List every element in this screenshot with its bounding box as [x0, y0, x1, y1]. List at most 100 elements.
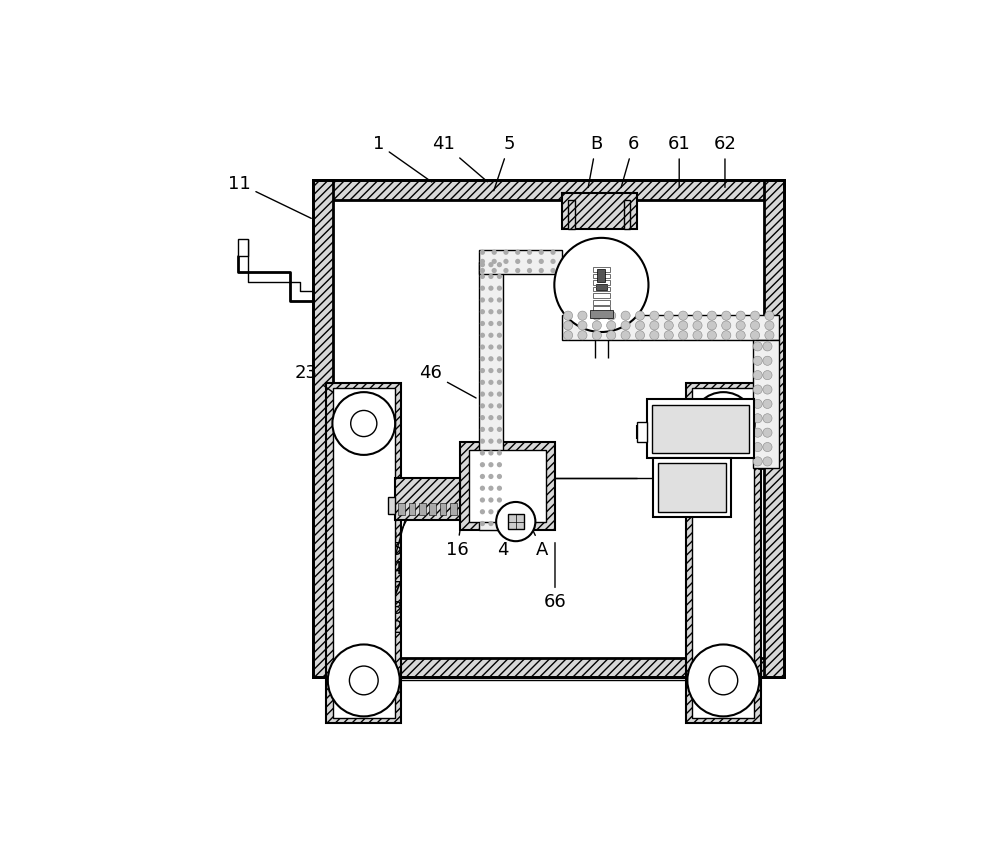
- Circle shape: [765, 311, 774, 320]
- Circle shape: [621, 331, 630, 340]
- Circle shape: [679, 331, 688, 340]
- Text: 17: 17: [380, 533, 403, 598]
- Circle shape: [488, 357, 494, 362]
- Circle shape: [753, 370, 762, 380]
- Bar: [647, 399, 754, 458]
- Circle shape: [709, 666, 738, 694]
- Circle shape: [527, 259, 532, 264]
- Circle shape: [497, 297, 502, 302]
- Text: 61: 61: [668, 135, 691, 188]
- Circle shape: [488, 262, 494, 267]
- Circle shape: [497, 462, 502, 467]
- Circle shape: [480, 285, 485, 291]
- Bar: [326, 383, 401, 723]
- Circle shape: [763, 457, 772, 466]
- Bar: [597, 268, 605, 282]
- Circle shape: [488, 297, 494, 302]
- Circle shape: [707, 311, 716, 320]
- Circle shape: [496, 502, 535, 541]
- Circle shape: [753, 357, 762, 365]
- Circle shape: [763, 442, 772, 452]
- Circle shape: [650, 321, 659, 330]
- Bar: [590, 310, 613, 318]
- Text: 16: 16: [446, 511, 468, 559]
- Circle shape: [736, 331, 745, 340]
- Bar: [419, 503, 426, 515]
- Circle shape: [480, 415, 485, 420]
- Circle shape: [488, 521, 494, 526]
- Text: 13: 13: [380, 549, 403, 617]
- Circle shape: [550, 250, 556, 255]
- Circle shape: [497, 345, 502, 350]
- Bar: [313, 180, 784, 678]
- Text: 11: 11: [228, 175, 311, 218]
- Circle shape: [480, 509, 485, 514]
- Text: 4: 4: [497, 524, 515, 559]
- Circle shape: [763, 428, 772, 437]
- Circle shape: [578, 311, 587, 320]
- Circle shape: [488, 285, 494, 291]
- Bar: [596, 284, 607, 290]
- Text: 41: 41: [432, 135, 488, 182]
- Circle shape: [480, 521, 485, 526]
- Bar: [568, 200, 575, 229]
- Circle shape: [710, 410, 736, 436]
- Bar: [562, 194, 637, 229]
- Circle shape: [650, 311, 659, 320]
- Circle shape: [488, 321, 494, 326]
- Circle shape: [664, 311, 673, 320]
- Circle shape: [592, 321, 601, 330]
- Circle shape: [488, 450, 494, 456]
- Circle shape: [497, 439, 502, 444]
- Circle shape: [328, 644, 400, 717]
- Circle shape: [527, 250, 532, 255]
- Circle shape: [480, 345, 485, 350]
- Circle shape: [497, 403, 502, 408]
- Circle shape: [497, 285, 502, 291]
- Bar: [652, 405, 749, 453]
- Text: 14: 14: [380, 520, 405, 578]
- Circle shape: [488, 415, 494, 420]
- Bar: [479, 250, 562, 274]
- Bar: [429, 503, 436, 515]
- Bar: [686, 383, 761, 723]
- Bar: [395, 498, 401, 517]
- Circle shape: [635, 331, 645, 340]
- Circle shape: [497, 509, 502, 514]
- Circle shape: [763, 399, 772, 408]
- Bar: [692, 388, 754, 717]
- Circle shape: [750, 321, 760, 330]
- Circle shape: [515, 259, 520, 264]
- Circle shape: [707, 321, 716, 330]
- Text: 12: 12: [373, 619, 403, 649]
- Circle shape: [480, 474, 485, 479]
- Bar: [313, 658, 784, 678]
- Circle shape: [480, 403, 485, 408]
- Bar: [593, 300, 610, 305]
- Circle shape: [763, 342, 772, 351]
- Circle shape: [488, 462, 494, 467]
- Bar: [313, 180, 333, 678]
- Text: 15: 15: [380, 504, 414, 559]
- Circle shape: [480, 368, 485, 374]
- Circle shape: [480, 391, 485, 396]
- Bar: [450, 503, 457, 515]
- Circle shape: [497, 486, 502, 491]
- Circle shape: [497, 274, 502, 279]
- Bar: [440, 503, 446, 515]
- Circle shape: [539, 259, 544, 264]
- Circle shape: [753, 399, 762, 408]
- Circle shape: [753, 342, 762, 351]
- Circle shape: [763, 385, 772, 394]
- Text: A: A: [530, 524, 548, 559]
- Circle shape: [763, 413, 772, 423]
- Circle shape: [480, 262, 485, 267]
- Circle shape: [497, 521, 502, 526]
- Circle shape: [480, 498, 485, 503]
- Circle shape: [578, 331, 587, 340]
- Circle shape: [692, 392, 755, 455]
- Circle shape: [515, 268, 520, 273]
- Circle shape: [763, 370, 772, 380]
- Circle shape: [332, 392, 395, 455]
- Text: 62: 62: [714, 135, 736, 188]
